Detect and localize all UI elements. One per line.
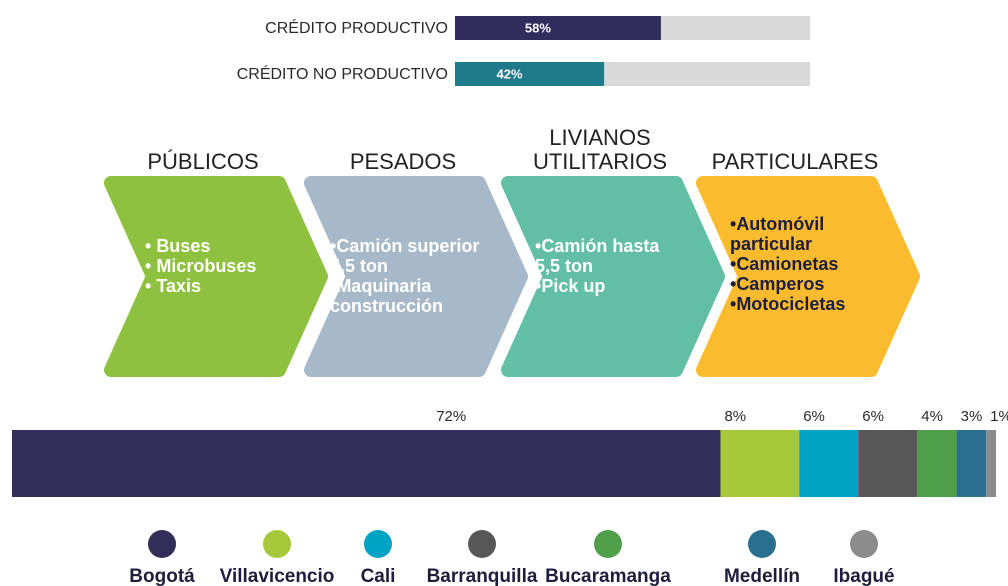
stack-segment xyxy=(917,430,957,497)
legend-swatch xyxy=(263,530,291,558)
legend-label: Ibagué xyxy=(833,566,894,586)
segment-item: • Taxis xyxy=(145,276,202,296)
segment-item: •Camión superior 5,5 ton xyxy=(330,236,480,276)
segment-item-text: Motocicletas xyxy=(736,294,846,314)
segment-item: •Maquinaria construcción xyxy=(330,276,444,316)
segment-item: •Automóvil particular xyxy=(730,214,825,254)
chevron xyxy=(696,176,920,377)
stack-segment xyxy=(858,430,918,497)
segment-items: •Automóvil particular •Camionetas •Campero… xyxy=(730,214,880,314)
chevron xyxy=(104,176,328,377)
legend-swatch xyxy=(148,530,176,558)
bar-label: CRÉDITO PRODUCTIVO xyxy=(265,18,448,37)
segment-item: •Camionetas xyxy=(730,254,839,274)
legend-swatch xyxy=(594,530,622,558)
chevron xyxy=(501,176,725,377)
legend-swatch xyxy=(364,530,392,558)
segment-item-text: Maquinaria construcción xyxy=(330,276,444,316)
value-label: 4% xyxy=(921,408,943,425)
legend-label: Cali xyxy=(361,566,396,586)
stack-segment xyxy=(986,430,996,497)
value-label: 42% xyxy=(497,66,523,81)
legend-swatch xyxy=(850,530,878,558)
segment-item-text: Taxis xyxy=(156,276,202,296)
legend-label: Barranquilla xyxy=(427,566,538,586)
legend-label: Bogotá xyxy=(129,566,195,586)
segment-item-text: Camionetas xyxy=(736,254,839,274)
legend-label: Villavicencio xyxy=(220,566,335,586)
stack-segment xyxy=(956,430,987,497)
segment-item: • Buses xyxy=(145,236,211,256)
chevron xyxy=(304,176,528,377)
segment-item: •Motocicletas xyxy=(730,294,846,314)
stack-segment xyxy=(799,430,859,497)
value-label: 58% xyxy=(525,20,551,35)
segment-items: •Camión superior 5,5 ton •Maquinaria cons… xyxy=(330,236,480,316)
value-label: 3% xyxy=(961,408,983,425)
segment-title: PÚBLICOS xyxy=(147,149,259,174)
segment-item: • Microbuses xyxy=(145,256,257,276)
segment-item: •Pick up xyxy=(535,276,606,296)
segment-items: •Camión hasta 5,5 ton •Pick up xyxy=(535,236,685,296)
segment-item-text: Pick up xyxy=(541,276,606,296)
stack-segment xyxy=(720,430,800,497)
segment-item-text: Camión hasta 5,5 ton xyxy=(535,236,660,276)
segment-title: PESADOS xyxy=(349,149,457,174)
segment-items: • Buses • Microbuses • Taxis xyxy=(145,236,295,296)
legend-label: Medellín xyxy=(724,566,800,586)
segment-item: •Camión hasta 5,5 ton xyxy=(535,236,660,276)
segment-item: •Camperos xyxy=(730,274,825,294)
segment-title: PARTICULARES xyxy=(711,149,879,174)
legend-swatch xyxy=(748,530,776,558)
segment-item-text: Automóvil particular xyxy=(730,214,825,254)
segment-item-text: Buses xyxy=(156,236,211,256)
bar-label: CRÉDITO NO PRODUCTIVO xyxy=(237,64,448,83)
stack-segment xyxy=(12,430,721,497)
legend-label: Bucaramanga xyxy=(545,566,671,586)
value-label: 1% xyxy=(990,408,1008,425)
value-label: 6% xyxy=(862,408,884,425)
segment-title: LIVIANOS UTILITARIOS xyxy=(532,125,668,174)
bar xyxy=(455,62,605,86)
segment-item-text: Camperos xyxy=(736,274,825,294)
segment-item-text: Microbuses xyxy=(156,256,257,276)
segment-item-text: Camión superior 5,5 ton xyxy=(330,236,480,276)
value-label: 6% xyxy=(803,408,825,425)
legend-swatch xyxy=(468,530,496,558)
bar xyxy=(455,16,661,40)
value-label: 8% xyxy=(724,408,746,425)
value-label: 72% xyxy=(436,408,466,425)
